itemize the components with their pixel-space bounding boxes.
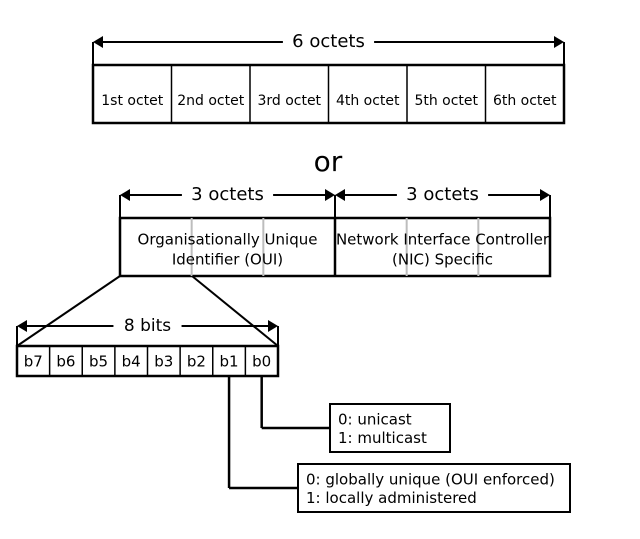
bit-cell-0: b7 xyxy=(24,353,43,371)
bracket-8-bits-label: 8 bits xyxy=(124,316,171,336)
callout-global-line1: 1: locally administered xyxy=(306,489,477,507)
bit-cell-1: b6 xyxy=(56,353,75,371)
arrowhead-left xyxy=(120,189,130,201)
bit-cell-2: b5 xyxy=(89,353,108,371)
nic-line2: (NIC) Specific xyxy=(392,250,493,268)
octet-cell-0: 1st octet xyxy=(101,93,164,109)
octet-cell-5: 6th octet xyxy=(493,93,557,109)
arrowhead-left xyxy=(335,189,345,201)
zoom-left xyxy=(17,276,120,346)
arrowhead-right xyxy=(554,36,564,48)
bracket-left-3-label: 3 octets xyxy=(191,184,264,205)
arrowhead-right xyxy=(540,189,550,201)
bracket-6-octets-label: 6 octets xyxy=(292,31,365,52)
octet-cell-4: 5th octet xyxy=(414,93,478,109)
octet-cell-3: 4th octet xyxy=(336,93,400,109)
bit-cell-5: b2 xyxy=(187,353,206,371)
zoom-right xyxy=(192,276,278,346)
callout-global-line0: 0: globally unique (OUI enforced) xyxy=(306,470,555,488)
callout-unicast-line1: 1: multicast xyxy=(338,429,427,447)
oui-line2: Identifier (OUI) xyxy=(172,250,283,268)
arrowhead-right xyxy=(325,189,335,201)
bit-cell-4: b3 xyxy=(154,353,173,371)
octet-cell-2: 3rd octet xyxy=(257,93,321,109)
arrowhead-right xyxy=(268,320,278,332)
arrowhead-left xyxy=(93,36,103,48)
callout-unicast-line0: 0: unicast xyxy=(338,410,412,428)
or-label: or xyxy=(314,145,343,178)
arrowhead-left xyxy=(17,320,27,332)
oui-line1: Organisationally Unique xyxy=(138,231,318,249)
bit-cell-3: b4 xyxy=(122,353,141,371)
octet-cell-1: 2nd octet xyxy=(177,93,244,109)
bit-cell-7: b0 xyxy=(252,353,271,371)
bit-cell-6: b1 xyxy=(220,353,239,371)
nic-line1: Network Interface Controller xyxy=(336,231,550,249)
bracket-right-3-label: 3 octets xyxy=(406,184,479,205)
